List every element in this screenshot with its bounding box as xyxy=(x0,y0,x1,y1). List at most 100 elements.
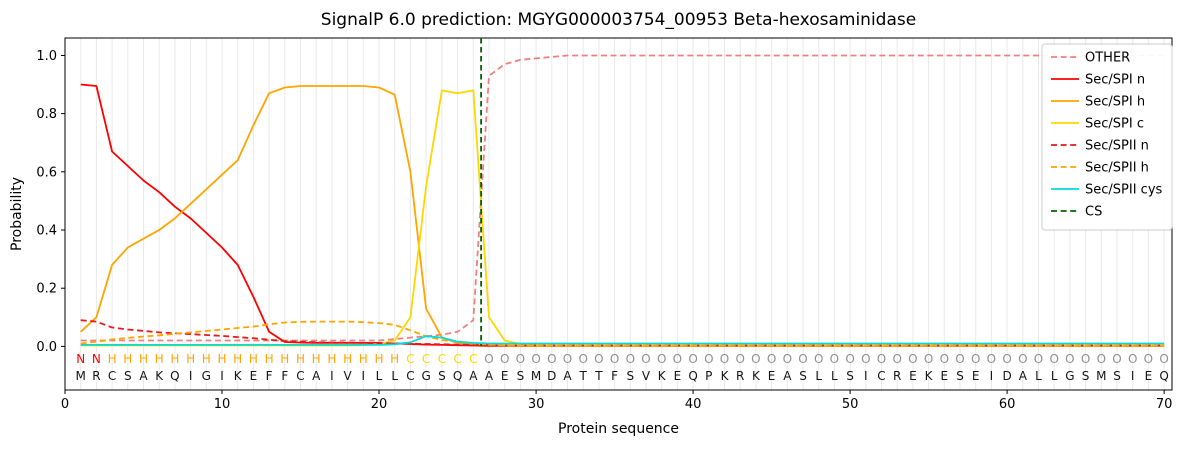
region-letter: O xyxy=(924,352,933,366)
residue-letter: G xyxy=(421,369,430,383)
residue-letter: C xyxy=(296,369,304,383)
residue-letter: E xyxy=(768,369,776,383)
residue-letter: L xyxy=(815,369,822,383)
region-letter: O xyxy=(657,352,666,366)
x-tick-label: 30 xyxy=(528,397,545,412)
x-tick-label: 70 xyxy=(1156,397,1173,412)
residue-letter: S xyxy=(1113,369,1121,383)
region-letter: H xyxy=(296,352,305,366)
residue-letter: L xyxy=(1035,369,1042,383)
region-letter: O xyxy=(531,352,540,366)
region-letter: O xyxy=(1128,352,1137,366)
legend-label-cs: CS xyxy=(1085,205,1102,220)
residue-letter: F xyxy=(281,369,288,383)
region-letter: H xyxy=(155,352,164,366)
legend-label-other: OTHER xyxy=(1085,51,1130,66)
region-letter: O xyxy=(783,352,792,366)
residue-letter: Q xyxy=(170,369,179,383)
x-tick-label: 10 xyxy=(214,397,231,412)
region-letter: N xyxy=(92,352,101,366)
residue-letter: M xyxy=(531,369,541,383)
y-tick-label: 0.0 xyxy=(36,340,57,355)
residue-letter: E xyxy=(674,369,682,383)
region-letter: O xyxy=(626,352,635,366)
residue-letter: S xyxy=(124,369,132,383)
residue-letter: R xyxy=(893,369,901,383)
residue-letter: R xyxy=(736,369,744,383)
residue-letter: I xyxy=(864,369,868,383)
residue-letter: S xyxy=(799,369,807,383)
region-letter: O xyxy=(877,352,886,366)
region-letter: O xyxy=(1144,352,1153,366)
legend-label-sec-spii-n: Sec/SPII n xyxy=(1085,139,1149,154)
region-letter: O xyxy=(1018,352,1027,366)
series-sec-spii-cys xyxy=(80,335,1165,346)
y-tick-label: 0.2 xyxy=(36,282,57,297)
region-letter: O xyxy=(484,352,493,366)
residue-letter: I xyxy=(1131,369,1135,383)
residue-letter: L xyxy=(1051,369,1058,383)
region-letter: O xyxy=(1081,352,1090,366)
residue-letter: M xyxy=(76,369,86,383)
residue-letter: K xyxy=(925,369,934,383)
region-letter: H xyxy=(186,352,195,366)
residue-letter: Q xyxy=(688,369,697,383)
residue-letter: E xyxy=(1145,369,1153,383)
residue-letter: K xyxy=(752,369,761,383)
region-letter: O xyxy=(1002,352,1011,366)
residue-letter: S xyxy=(846,369,854,383)
region-letter: H xyxy=(312,352,321,366)
series-sec-spii-h xyxy=(80,320,1165,347)
region-letter: O xyxy=(720,352,729,366)
x-tick-label: 40 xyxy=(685,397,702,412)
series-other xyxy=(80,54,1165,342)
x-tick-label: 60 xyxy=(999,397,1016,412)
residue-letter: I xyxy=(189,369,193,383)
series-sec-spii-n xyxy=(80,319,1165,347)
residue-letter: I xyxy=(220,369,224,383)
region-letter: O xyxy=(1034,352,1043,366)
residue-letter: S xyxy=(517,369,525,383)
residue-letter: A xyxy=(1019,369,1028,383)
residue-letter: A xyxy=(485,369,494,383)
residue-letter: I xyxy=(990,369,994,383)
region-letter: H xyxy=(170,352,179,366)
residue-letter: S xyxy=(956,369,964,383)
residue-letter: L xyxy=(831,369,838,383)
region-letter: O xyxy=(578,352,587,366)
residue-letter: Q xyxy=(1159,369,1168,383)
residue-letter: P xyxy=(705,369,712,383)
residue-letter: L xyxy=(391,369,398,383)
y-tick-label: 0.6 xyxy=(36,165,57,180)
region-letter: O xyxy=(908,352,917,366)
residue-letter: M xyxy=(1096,369,1106,383)
y-tick-label: 0.4 xyxy=(36,224,57,239)
region-letter: O xyxy=(1159,352,1168,366)
chart-title: SignalP 6.0 prediction: MGYG000003754_00… xyxy=(320,10,917,30)
region-letter: O xyxy=(1049,352,1058,366)
y-tick-label: 0.8 xyxy=(36,107,57,122)
residue-letter: A xyxy=(139,369,148,383)
region-letter: H xyxy=(280,352,289,366)
region-letter: C xyxy=(438,352,446,366)
region-letter: O xyxy=(1112,352,1121,366)
region-letter: O xyxy=(500,352,509,366)
residue-letter: E xyxy=(250,369,258,383)
region-letter: O xyxy=(830,352,839,366)
region-letter: O xyxy=(516,352,525,366)
region-letter: H xyxy=(390,352,399,366)
region-letter: O xyxy=(563,352,572,366)
residue-letter: K xyxy=(721,369,730,383)
region-letter: O xyxy=(845,352,854,366)
region-letter: O xyxy=(1097,352,1106,366)
residue-letter: E xyxy=(501,369,509,383)
region-letter: O xyxy=(861,352,870,366)
plot-border xyxy=(64,37,1173,391)
residue-letter: K xyxy=(234,369,243,383)
legend-label-sec-spi-c: Sec/SPI c xyxy=(1085,117,1144,132)
residue-letter: A xyxy=(563,369,572,383)
residue-letter: C xyxy=(406,369,414,383)
legend-box xyxy=(1041,43,1173,231)
region-letter: O xyxy=(594,352,603,366)
